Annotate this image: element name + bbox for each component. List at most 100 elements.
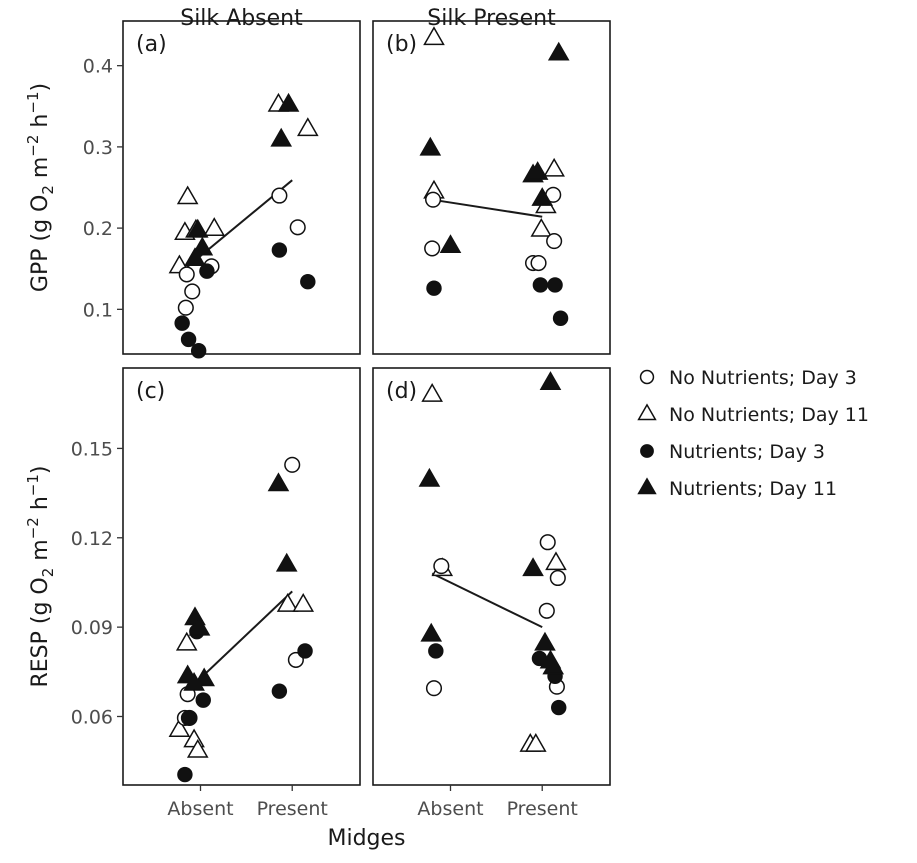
data-point-d-6 [418, 467, 441, 487]
legend-key-nutrients-day-3 [640, 444, 654, 458]
y-tick-label: 0.4 [83, 56, 113, 78]
panel-frames [117, 20, 611, 791]
y-tick-label: 0.3 [83, 137, 113, 159]
panel-label-d: (d) [386, 379, 417, 404]
data-point-a-23 [277, 92, 300, 112]
data-point-c-4 [186, 738, 209, 758]
data-point-a-19 [271, 187, 288, 204]
data-point-d-12 [549, 569, 566, 587]
data-point-b-8 [543, 157, 565, 177]
data-point-c-24 [275, 552, 298, 572]
data-point-a-8 [184, 283, 201, 300]
data-point-b-14 [530, 254, 547, 272]
y-tick-label: 0.06 [71, 706, 113, 728]
data-point-a-18 [296, 117, 319, 137]
data-point-a-11 [180, 331, 197, 348]
data-point-b-3 [425, 191, 442, 208]
data-point-a-15 [191, 236, 214, 256]
data-point-a-13 [199, 263, 215, 279]
y-axis-title-gpp: GPP (g O2 m−2 h−1) [24, 83, 57, 292]
x-tick-label-absent: Absent [167, 798, 233, 820]
data-point-a-22 [300, 273, 316, 290]
legend-label-no-nutrients-day-3: No Nutrients; Day 3 [669, 367, 857, 389]
data-point-c-13 [188, 616, 211, 636]
panel-frame-b [372, 20, 611, 355]
data-point-d-3 [433, 558, 450, 575]
data-point-b-1 [423, 26, 445, 46]
data-point-d-22 [542, 655, 565, 675]
data-point-a-6 [178, 266, 195, 283]
data-point-b-6 [419, 136, 442, 156]
data-point-a-14 [186, 218, 209, 238]
data-point-d-13 [538, 602, 555, 619]
panel-frame-c [122, 367, 361, 786]
data-point-d-9 [524, 733, 547, 752]
data-point-b-4 [424, 240, 441, 257]
data-point-c-19 [284, 456, 301, 473]
chart-text: Silk Absent Silk Present (a) (b) (c) (d) 0.1 0.… [24, 6, 578, 851]
data-point-b-21 [531, 187, 554, 206]
data-point-c-23 [267, 472, 290, 492]
legend-key-no-nutrients-day-11 [637, 403, 657, 421]
data-point-a-24 [270, 127, 293, 147]
data-point-b-15 [532, 277, 549, 293]
data-point-a-21 [271, 242, 288, 258]
y-axis-title-resp: RESP (g O2 m−2 h−1) [24, 465, 57, 687]
legend: No Nutrients; Day 3 No Nutrients; Day 11 N… [637, 367, 869, 500]
data-point-b-7 [439, 234, 462, 254]
y-tick-label: 0.12 [71, 528, 113, 550]
data-point-a-12 [190, 343, 207, 359]
data-point-a-2 [176, 185, 199, 205]
data-point-c-16 [183, 671, 205, 691]
data-point-c-21 [271, 683, 288, 699]
x-tick-label-present: Present [507, 798, 578, 820]
data-point-d-20 [534, 631, 556, 651]
data-point-b-17 [552, 310, 569, 326]
x-tick-label-present: Present [257, 798, 328, 820]
data-point-a-5 [203, 217, 226, 236]
data-point-d-11 [539, 534, 556, 551]
data-point-a-7 [177, 299, 194, 316]
panel-frame-d [372, 367, 611, 786]
data-point-b-20 [526, 161, 549, 180]
y-tick-label: 0.2 [83, 218, 113, 240]
facet-title-silk-absent: Silk Absent [180, 6, 303, 31]
legend-label-nutrients-day-11: Nutrients; Day 11 [669, 478, 837, 500]
legend-label-nutrients-day-3: Nutrients; Day 3 [669, 441, 825, 463]
panel-label-b: (b) [386, 32, 417, 57]
panel-frame-a [122, 20, 361, 355]
legend-label-no-nutrients-day-11: No Nutrients; Day 11 [669, 404, 869, 426]
panel-label-a: (a) [136, 32, 167, 57]
data-point-c-9 [180, 710, 197, 726]
x-tick-label-absent: Absent [417, 798, 483, 820]
data-point-d-4 [425, 680, 443, 697]
legend-key-no-nutrients-day-3 [639, 369, 655, 385]
y-tick-label: 0.15 [71, 438, 113, 460]
panel-label-c: (c) [136, 379, 165, 404]
y-tick-label: 0.1 [83, 299, 113, 321]
data-point-c-18 [292, 593, 315, 612]
x-axis-title: Midges [327, 826, 405, 851]
data-point-d-7 [420, 622, 443, 642]
legend-key-nutrients-day-11 [637, 477, 657, 495]
data-point-b-5 [426, 280, 442, 296]
data-point-a-10 [174, 315, 190, 331]
fit-line-b [432, 198, 543, 218]
data-point-b-12 [546, 233, 563, 250]
data-point-d-18 [539, 371, 562, 390]
data-point-a-16 [184, 247, 206, 267]
data-point-c-8 [177, 766, 193, 783]
data-point-d-17 [551, 699, 567, 716]
data-point-c-11 [195, 692, 211, 708]
data-point-d-10 [545, 551, 567, 571]
data-point-d-19 [522, 557, 544, 577]
data-point-d-5 [428, 643, 444, 659]
data-point-b-16 [547, 277, 563, 293]
y-tick-label: 0.09 [71, 617, 113, 639]
data-point-c-1 [175, 631, 198, 651]
data-point-c-2 [168, 718, 191, 737]
fit-line-d [431, 572, 543, 629]
chart-marks [168, 26, 570, 783]
data-point-d-1 [421, 383, 443, 402]
